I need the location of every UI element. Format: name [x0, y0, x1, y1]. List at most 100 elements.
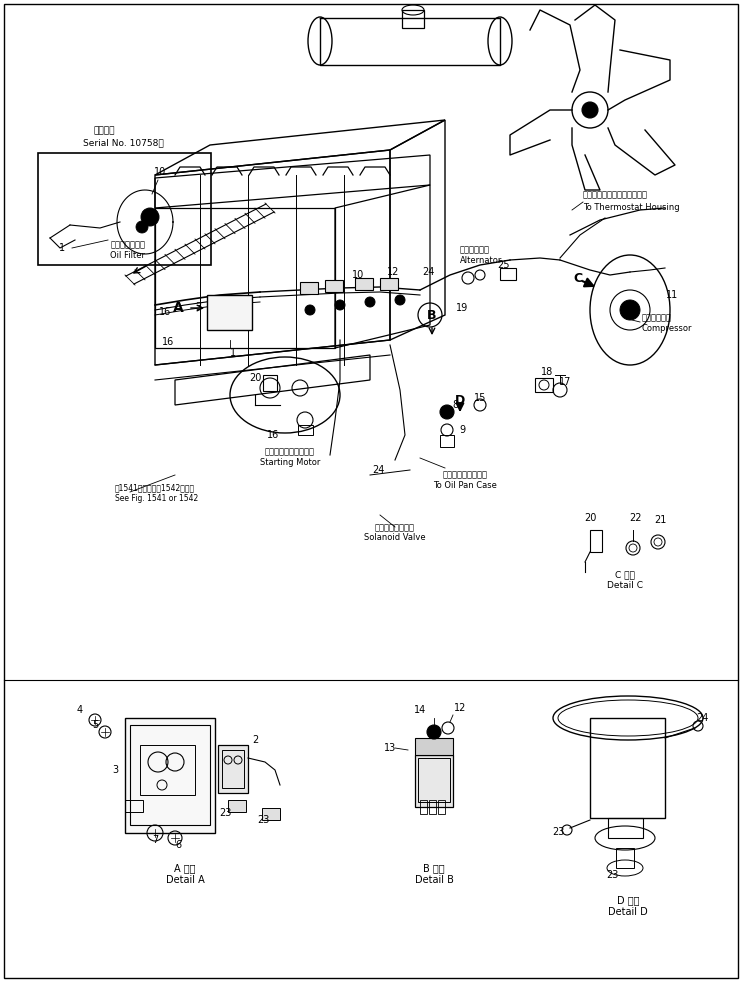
Text: 7: 7: [152, 835, 158, 845]
Bar: [218, 745, 248, 793]
Text: 1: 1: [230, 348, 236, 358]
Text: B: B: [427, 308, 437, 321]
Text: Alternator: Alternator: [460, 255, 502, 264]
Bar: [298, 425, 313, 435]
Text: オイルパンケースへ: オイルパンケースへ: [442, 470, 487, 479]
Circle shape: [305, 305, 315, 315]
Text: 13: 13: [384, 743, 396, 753]
Text: 22: 22: [628, 513, 641, 523]
Bar: [438, 800, 445, 814]
Text: D 詳細: D 詳細: [617, 895, 640, 905]
Text: 23: 23: [552, 827, 564, 837]
Text: 11: 11: [666, 290, 678, 300]
Text: To Thermostat Housing: To Thermostat Housing: [583, 202, 680, 211]
Text: 15: 15: [474, 393, 486, 403]
Text: 5: 5: [92, 720, 98, 730]
Circle shape: [620, 300, 640, 320]
Text: 16: 16: [159, 307, 171, 317]
Text: サーモスタットハウジングへ: サーモスタットハウジングへ: [583, 191, 648, 199]
Circle shape: [365, 297, 375, 307]
Circle shape: [582, 102, 598, 118]
Text: 24: 24: [421, 267, 434, 277]
Bar: [418, 758, 450, 802]
Text: Detail A: Detail A: [165, 875, 204, 885]
Text: To Oil Pan Case: To Oil Pan Case: [433, 480, 497, 489]
Text: 6: 6: [175, 840, 181, 850]
Text: ソレノイドバルブ: ソレノイドバルブ: [375, 523, 415, 532]
Text: See Fig. 1541 or 1542: See Fig. 1541 or 1542: [115, 494, 198, 503]
Text: オルタネータ: オルタネータ: [460, 246, 490, 254]
Text: コンプレッサ: コンプレッサ: [642, 313, 672, 322]
Bar: [130, 725, 210, 825]
Bar: [125, 800, 143, 812]
Circle shape: [335, 300, 345, 310]
Bar: [125, 718, 215, 833]
Bar: [402, 10, 424, 28]
Text: 21: 21: [654, 515, 666, 525]
Text: 20: 20: [249, 373, 261, 383]
Circle shape: [395, 295, 405, 305]
Text: 24: 24: [696, 713, 708, 723]
Text: 第1541図または第1542図参照: 第1541図または第1542図参照: [115, 483, 195, 493]
Text: 8: 8: [452, 400, 458, 410]
Text: B 詳細: B 詳細: [423, 863, 444, 873]
Bar: [380, 278, 398, 290]
Circle shape: [427, 725, 441, 739]
Text: Solanoid Valve: Solanoid Valve: [364, 533, 426, 542]
Text: A 詳細: A 詳細: [174, 863, 196, 873]
Text: オイルフィルタ: オイルフィルタ: [111, 241, 145, 249]
Bar: [535, 378, 553, 392]
Text: Detail D: Detail D: [608, 907, 648, 917]
Bar: [420, 800, 427, 814]
Text: 10: 10: [352, 270, 364, 280]
Bar: [262, 808, 280, 820]
Text: 24: 24: [372, 465, 384, 475]
Text: 16: 16: [162, 337, 174, 347]
Text: 1: 1: [59, 243, 65, 253]
Text: A: A: [173, 301, 183, 315]
Bar: [207, 295, 252, 330]
Text: 9: 9: [459, 425, 465, 435]
Bar: [263, 375, 277, 391]
Text: 18: 18: [541, 367, 553, 377]
Text: 2: 2: [252, 735, 258, 745]
Text: 10: 10: [154, 167, 166, 177]
Text: Serial No. 10758～: Serial No. 10758～: [83, 138, 164, 147]
Bar: [140, 745, 195, 795]
Text: 23: 23: [257, 815, 269, 825]
Text: 23: 23: [219, 808, 232, 818]
Circle shape: [141, 208, 159, 226]
Bar: [608, 818, 643, 838]
Text: 25: 25: [496, 260, 509, 270]
Circle shape: [136, 221, 148, 233]
Text: 14: 14: [414, 705, 426, 715]
Bar: [228, 800, 246, 812]
Text: 3: 3: [112, 765, 118, 775]
Text: C 詳細: C 詳細: [615, 571, 635, 579]
Bar: [415, 755, 453, 807]
Bar: [38, 153, 211, 265]
Bar: [325, 280, 343, 292]
Text: Detail B: Detail B: [415, 875, 453, 885]
Bar: [415, 738, 453, 755]
Text: 17: 17: [559, 377, 571, 387]
Text: D: D: [455, 394, 465, 407]
Bar: [429, 800, 436, 814]
Text: C: C: [574, 271, 582, 285]
Text: 3: 3: [195, 302, 201, 312]
Bar: [440, 435, 454, 447]
Bar: [590, 530, 602, 552]
Text: 16: 16: [267, 430, 279, 440]
Bar: [590, 718, 665, 818]
Text: スターティングモータ: スターティングモータ: [265, 448, 315, 457]
Bar: [500, 268, 516, 280]
Bar: [300, 282, 318, 294]
Text: 4: 4: [77, 705, 83, 715]
Bar: [616, 848, 634, 868]
Text: 20: 20: [584, 513, 596, 523]
Text: 適用号機: 適用号機: [93, 127, 114, 136]
Circle shape: [440, 405, 454, 419]
Text: 12: 12: [387, 267, 399, 277]
Bar: [222, 750, 244, 788]
Text: 23: 23: [605, 870, 618, 880]
